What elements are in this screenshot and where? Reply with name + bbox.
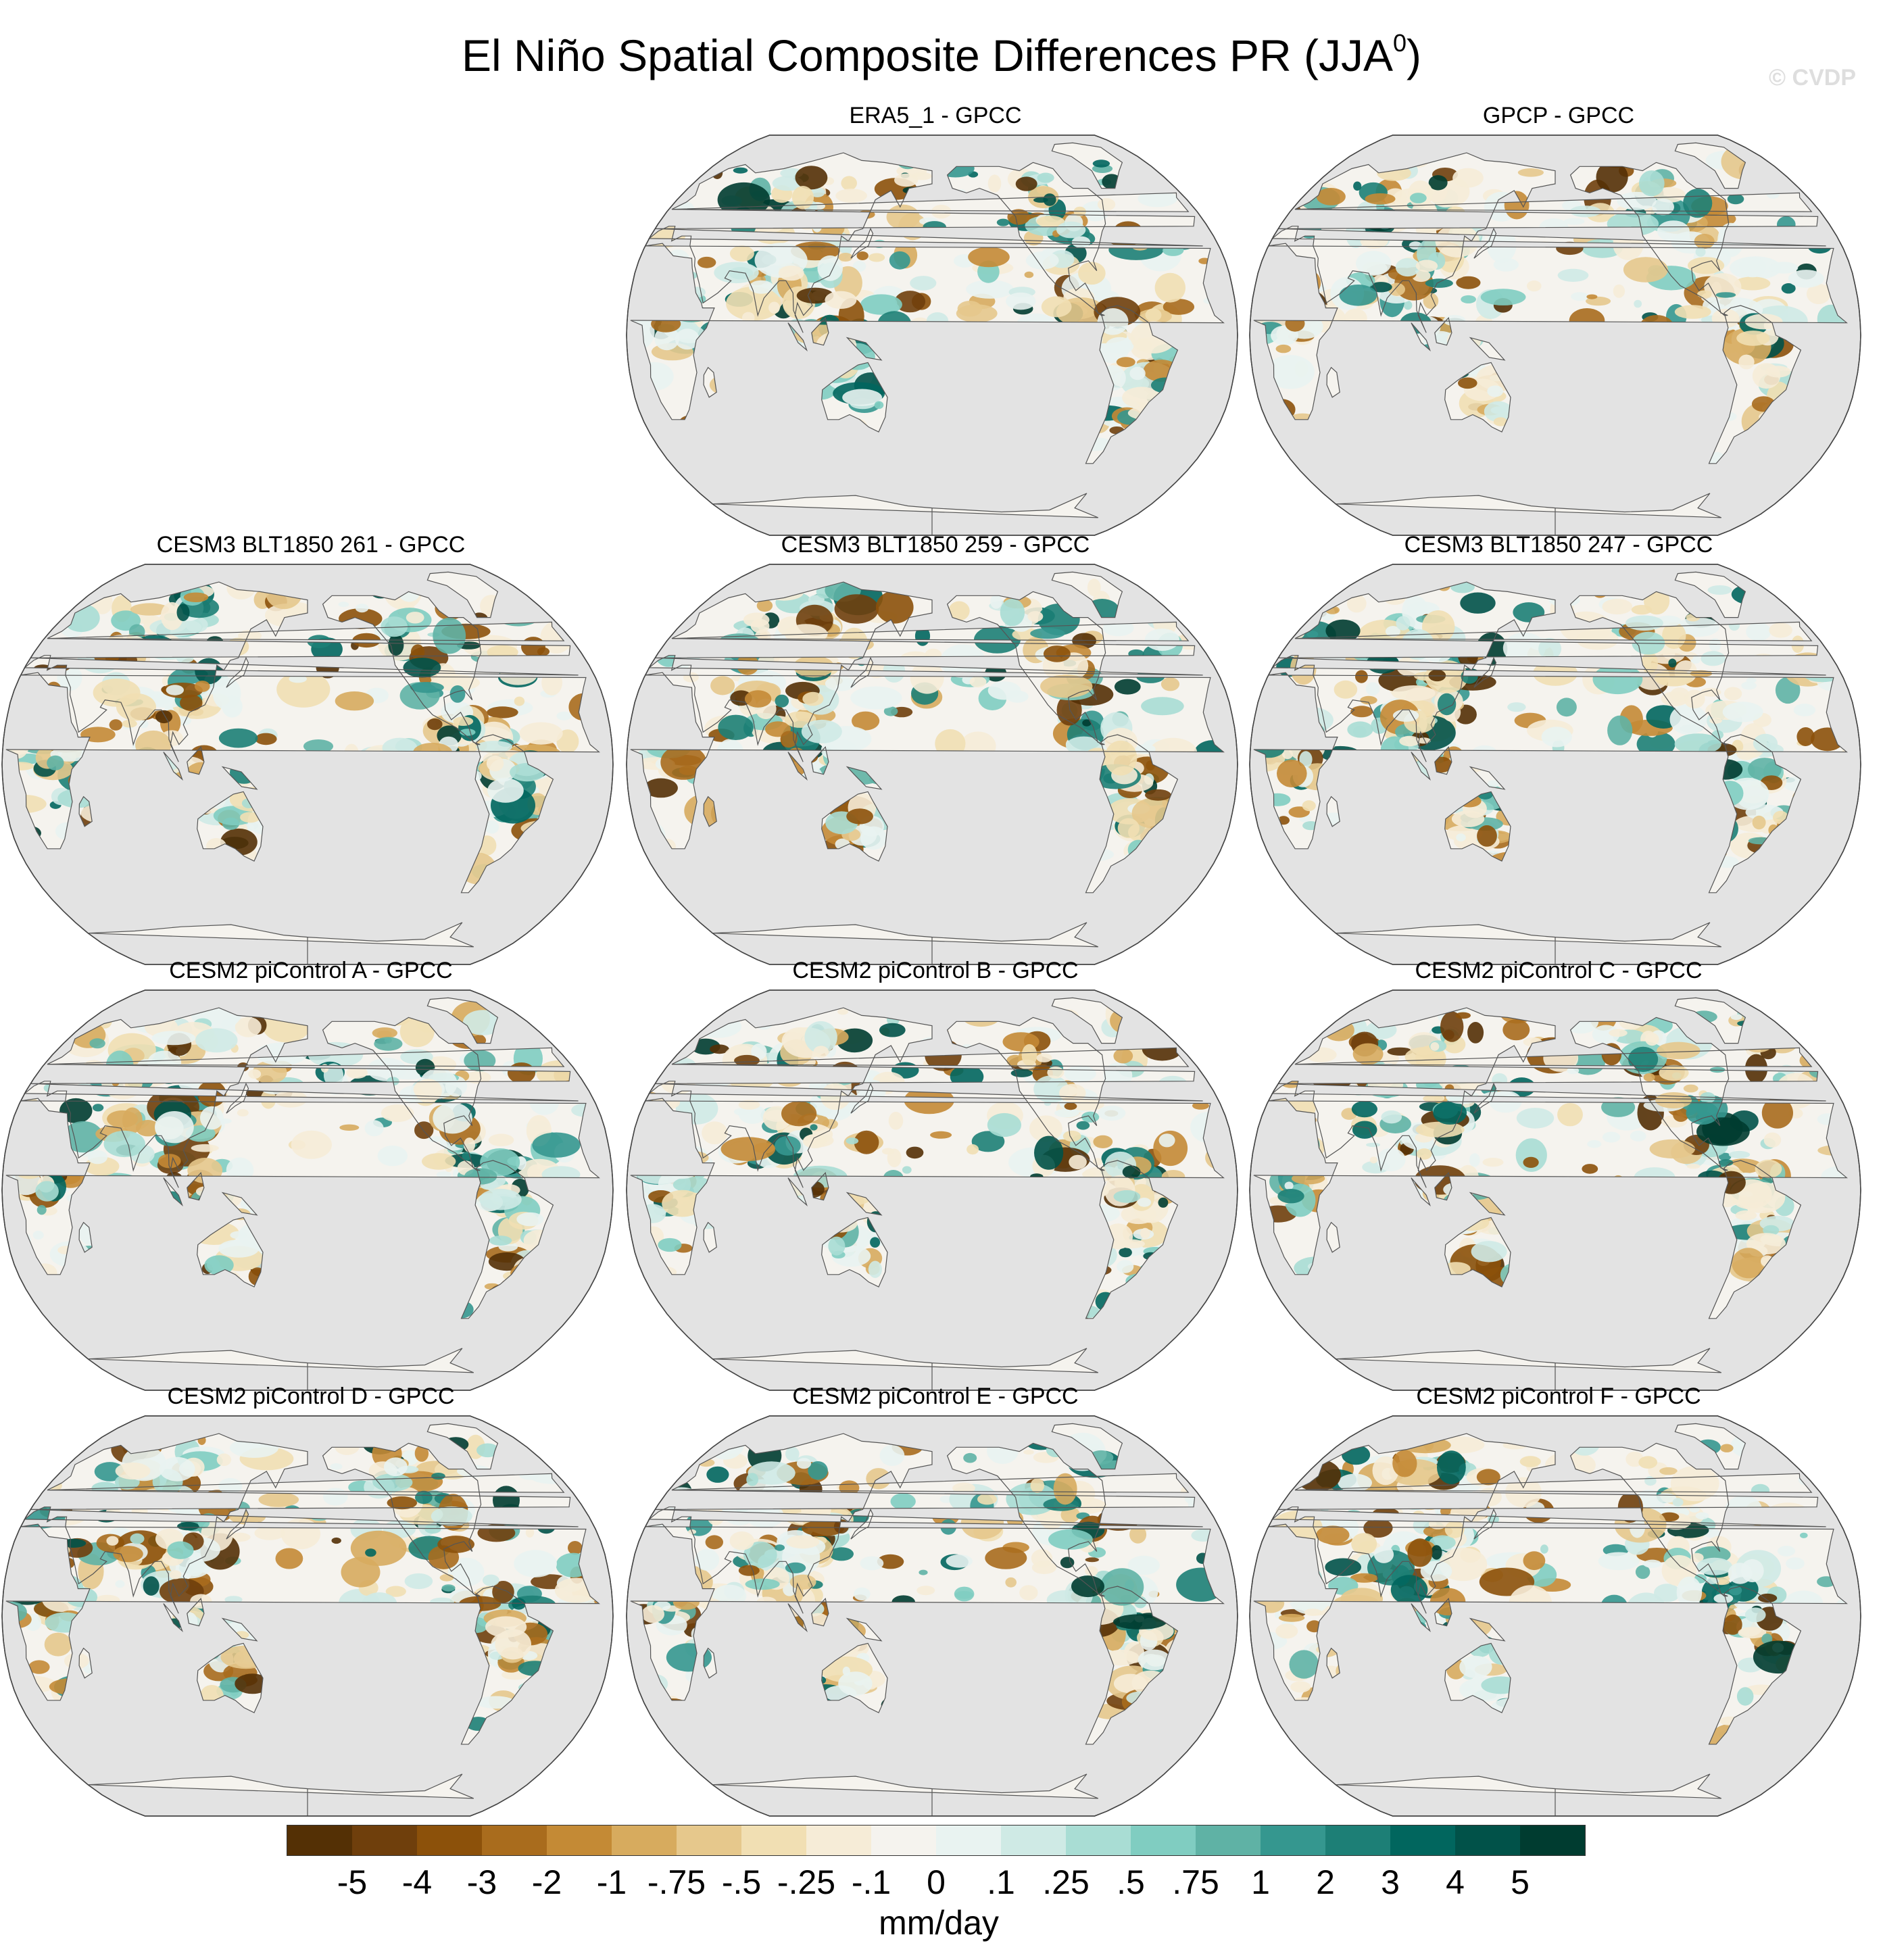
- world-map: [1249, 134, 1861, 536]
- world-map: [1, 989, 614, 1391]
- colorbar-tick-label: -.25: [777, 1863, 836, 1901]
- map-panel: CESM3 BLT1850 259 - GPCC: [625, 531, 1246, 965]
- figure-title-text: El Niño Spatial Composite Differences PR…: [461, 30, 1393, 80]
- colorbar-swatch: [741, 1826, 806, 1855]
- coastlines: [5, 1423, 600, 1816]
- colorbar-swatch: [547, 1826, 612, 1855]
- colorbar-tick-label: -5: [337, 1863, 368, 1901]
- coastlines: [1253, 1423, 1848, 1816]
- coastlines: [1253, 997, 1848, 1390]
- colorbar-swatch: [1455, 1826, 1520, 1855]
- colorbar-tick-label: 0: [927, 1863, 946, 1901]
- panel-title: GPCP - GPCC: [1482, 103, 1635, 128]
- coastlines: [5, 997, 600, 1390]
- map-panel: CESM2 piControl F - GPCC: [1248, 1382, 1869, 1817]
- coastlines: [1253, 142, 1848, 535]
- colorbar-swatch: [482, 1826, 547, 1855]
- panel-title: CESM2 piControl D - GPCC: [167, 1383, 455, 1409]
- coastlines: [630, 142, 1225, 535]
- panel-title: CESM2 piControl B - GPCC: [792, 958, 1079, 983]
- panel-title: CESM3 BLT1850 261 - GPCC: [156, 532, 466, 558]
- colorbar-tick-label: -.75: [647, 1863, 706, 1901]
- colorbar-swatch: [1196, 1826, 1261, 1855]
- colorbar-tick-label: 5: [1511, 1863, 1530, 1901]
- colorbar-tick-label: 2: [1316, 1863, 1335, 1901]
- colorbar-swatch: [806, 1826, 871, 1855]
- colorbar-tick-label: 1: [1251, 1863, 1270, 1901]
- colorbar-tick-label: .1: [987, 1863, 1015, 1901]
- map-panel: CESM3 BLT1850 247 - GPCC: [1248, 531, 1869, 965]
- map-panel: GPCP - GPCC: [1248, 101, 1869, 536]
- panel-title: ERA5_1 - GPCC: [849, 103, 1022, 128]
- colorbar-swatch: [871, 1826, 936, 1855]
- colorbar-tick-labels: -5 -4 -3 -2 -1 -.75 -.5 -.25 -.1 0 .1 .25 .5 .75 1 2 3 4 5: [287, 1863, 1591, 1903]
- colorbar-swatch: [417, 1826, 482, 1855]
- coastlines: [630, 997, 1225, 1390]
- figure-title-suffix: ): [1407, 30, 1422, 80]
- colorbar-tick-label: -.1: [851, 1863, 891, 1901]
- colorbar-swatch: [1520, 1826, 1585, 1855]
- panel-title: CESM2 piControl F - GPCC: [1416, 1383, 1701, 1409]
- coastlines: [630, 1423, 1225, 1816]
- colorbar-units: mm/day: [879, 1904, 999, 1942]
- world-map: [626, 564, 1238, 965]
- colorbar: [287, 1825, 1586, 1856]
- map-panel: ERA5_1 - GPCC: [625, 101, 1246, 536]
- colorbar-tick-label: -4: [401, 1863, 433, 1901]
- world-map: [1249, 1415, 1861, 1817]
- panel-title: CESM2 piControl A - GPCC: [169, 958, 453, 983]
- colorbar-swatch: [1390, 1826, 1455, 1855]
- colorbar-swatch: [1131, 1826, 1196, 1855]
- panel-title: CESM3 BLT1850 247 - GPCC: [1404, 532, 1713, 558]
- colorbar-swatch: [352, 1826, 417, 1855]
- colorbar-tick-label: 3: [1381, 1863, 1400, 1901]
- colorbar-tick-label: 4: [1446, 1863, 1465, 1901]
- cvdp-watermark: © CVDP: [1769, 65, 1856, 91]
- colorbar-tick-label: -2: [531, 1863, 562, 1901]
- panel-title: CESM3 BLT1850 259 - GPCC: [781, 532, 1090, 558]
- colorbar-tick-label: .75: [1172, 1863, 1219, 1901]
- map-panel: CESM2 piControl A - GPCC: [0, 956, 622, 1391]
- colorbar-swatch: [936, 1826, 1001, 1855]
- colorbar-swatch: [612, 1826, 677, 1855]
- colorbar-swatch: [677, 1826, 741, 1855]
- coastlines: [5, 571, 600, 964]
- colorbar-tick-label: -1: [596, 1863, 627, 1901]
- colorbar-swatch: [1261, 1826, 1325, 1855]
- colorbar-tick-label: .25: [1042, 1863, 1090, 1901]
- colorbar-swatch: [287, 1826, 352, 1855]
- world-map: [1249, 564, 1861, 965]
- colorbar-tick-label: -.5: [721, 1863, 762, 1901]
- land-shading: [630, 1423, 1224, 1816]
- panel-title: CESM2 piControl C - GPCC: [1415, 958, 1703, 983]
- world-map: [1, 564, 614, 965]
- panel-title: CESM2 piControl E - GPCC: [792, 1383, 1079, 1409]
- map-panel: CESM2 piControl C - GPCC: [1248, 956, 1869, 1391]
- colorbar-legend: -5 -4 -3 -2 -1 -.75 -.5 -.25 -.1 0 .1 .25 .5 .75 1 2 3 4 5…: [287, 1825, 1591, 1946]
- world-map: [1, 1415, 614, 1817]
- colorbar-swatch: [1001, 1826, 1066, 1855]
- world-map: [1249, 989, 1861, 1391]
- figure-title-superscript: 0: [1393, 29, 1407, 57]
- coastlines: [1253, 571, 1848, 964]
- colorbar-swatch: [1066, 1826, 1131, 1855]
- map-panel: CESM2 piControl B - GPCC: [625, 956, 1246, 1391]
- coastlines: [630, 571, 1225, 964]
- world-map: [626, 134, 1238, 536]
- map-panel: CESM2 piControl E - GPCC: [625, 1382, 1246, 1817]
- colorbar-swatch: [1325, 1826, 1390, 1855]
- colorbar-tick-label: -3: [466, 1863, 497, 1901]
- colorbar-tick-label: .5: [1117, 1863, 1145, 1901]
- figure-title: El Niño Spatial Composite Differences PR…: [0, 20, 1883, 82]
- map-panel: CESM2 piControl D - GPCC: [0, 1382, 622, 1817]
- world-map: [626, 1415, 1238, 1817]
- map-panel: CESM3 BLT1850 261 - GPCC: [0, 531, 622, 965]
- world-map: [626, 989, 1238, 1391]
